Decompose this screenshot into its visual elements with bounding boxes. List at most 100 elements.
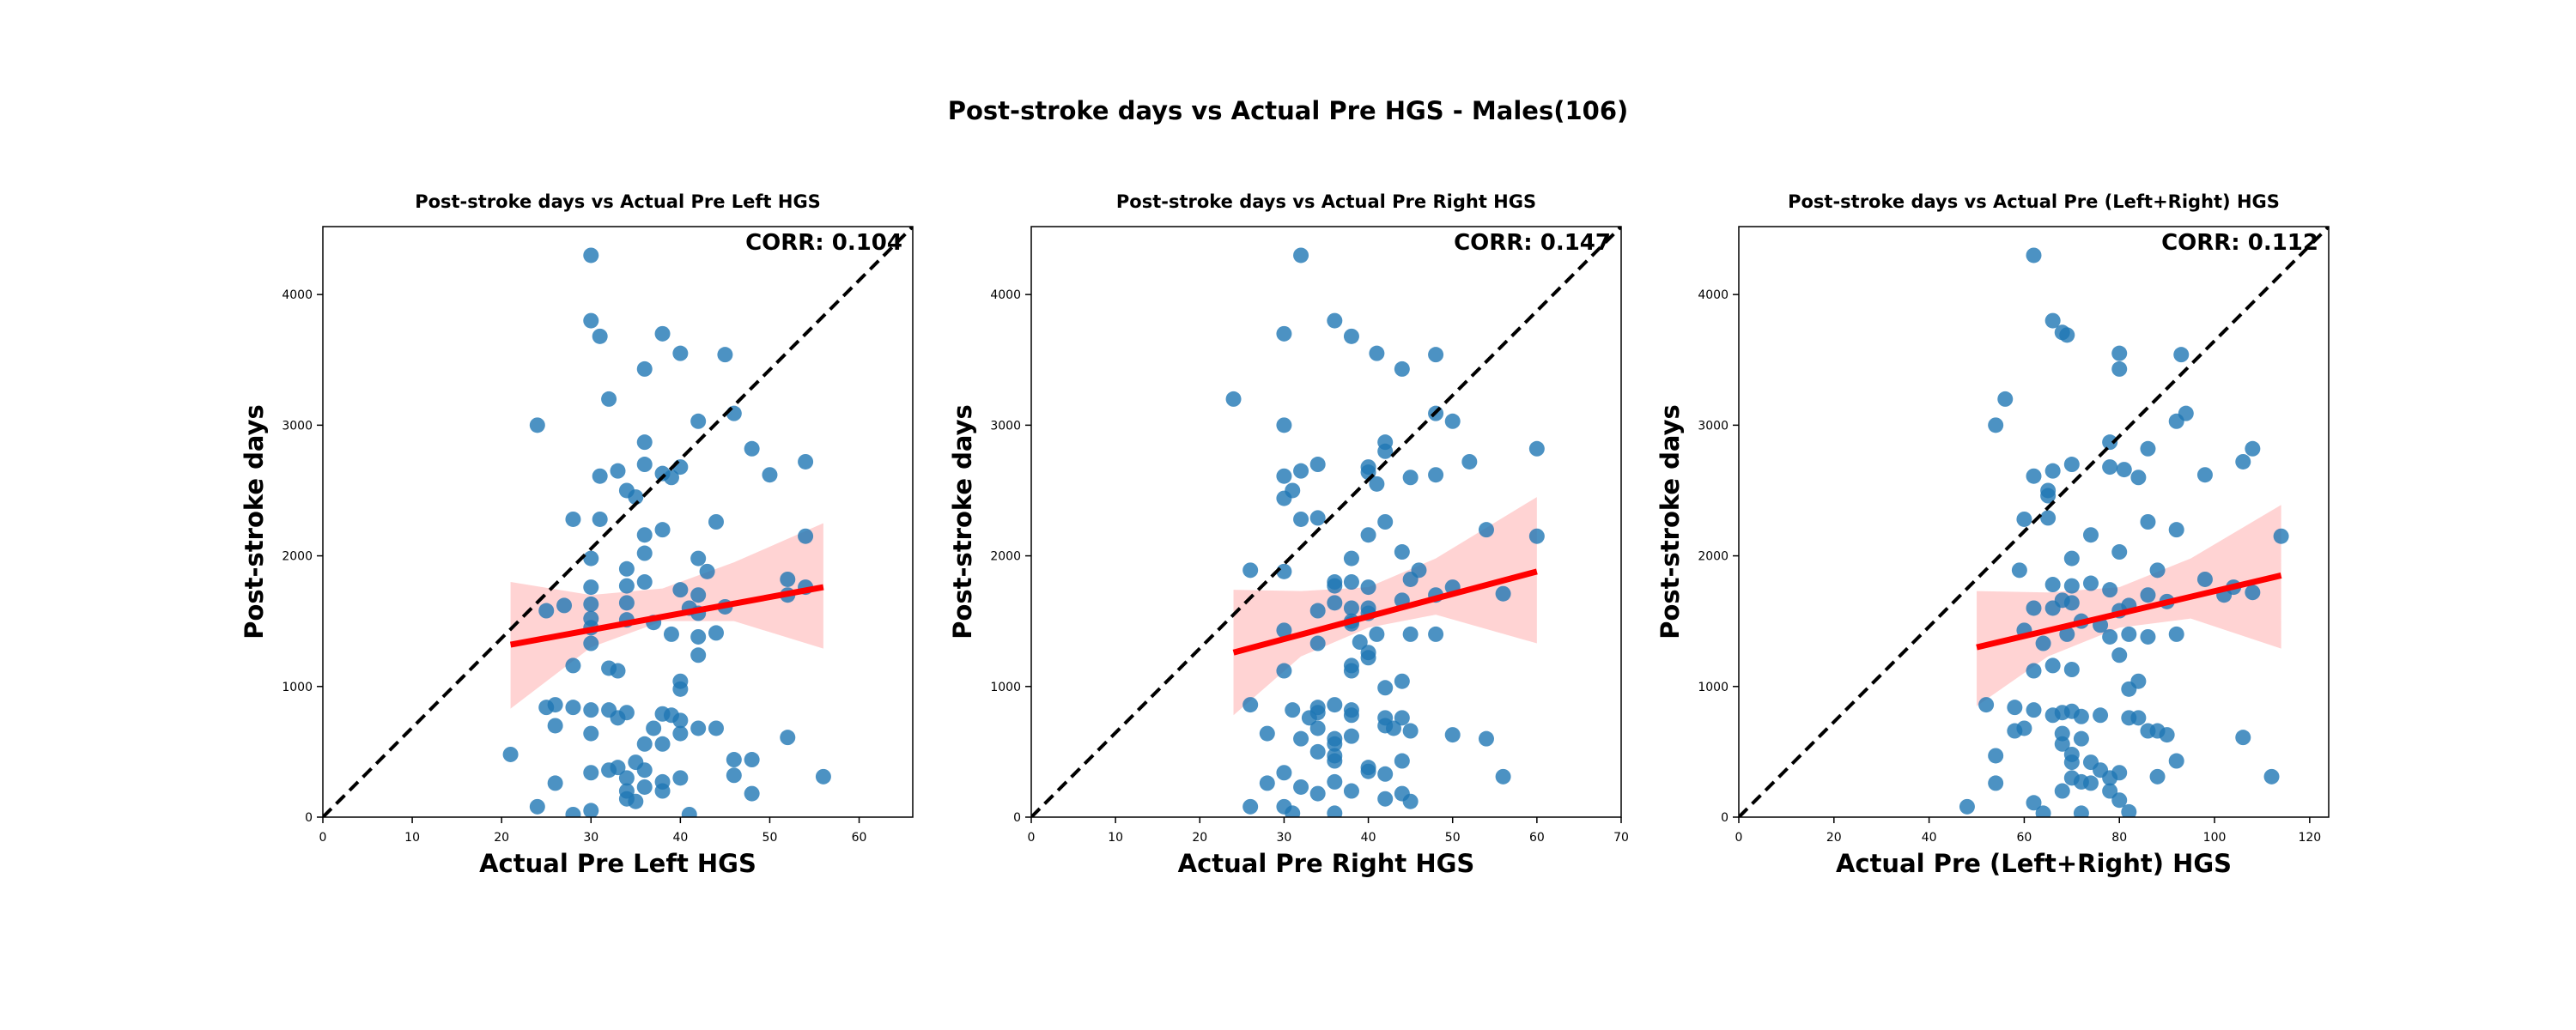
- data-point: [1997, 391, 2014, 407]
- x-tick-label: 0: [319, 831, 327, 845]
- y-tick-label: 0: [1013, 811, 1021, 825]
- data-point: [1276, 663, 1292, 679]
- data-point: [2054, 736, 2070, 752]
- data-point: [583, 702, 599, 718]
- data-point: [547, 697, 563, 713]
- data-point: [636, 762, 653, 779]
- data-point: [1360, 527, 1376, 543]
- data-point: [1343, 550, 1359, 566]
- data-point: [636, 736, 653, 752]
- data-point: [1343, 728, 1359, 744]
- x-tick-label: 60: [2017, 831, 2032, 845]
- data-point: [1402, 571, 1419, 587]
- data-point: [708, 720, 724, 736]
- data-point: [2044, 657, 2061, 674]
- data-point: [547, 775, 563, 791]
- data-point: [1988, 775, 2004, 791]
- confidence-band: [1233, 497, 1537, 716]
- data-point: [654, 325, 671, 342]
- data-point: [2026, 600, 2042, 616]
- data-point: [1528, 528, 1545, 544]
- data-point: [2102, 628, 2118, 645]
- data-point: [1495, 768, 1511, 785]
- identity-line: [323, 227, 913, 817]
- data-point: [2196, 467, 2213, 483]
- identity-line: [1739, 227, 2329, 817]
- data-point: [1276, 417, 1292, 433]
- subplot-title: Post-stroke days vs Actual Pre (Left+Rig…: [1788, 191, 2280, 212]
- data-point: [2059, 327, 2075, 343]
- data-point: [1369, 476, 1385, 492]
- data-point: [583, 635, 599, 651]
- data-point: [672, 345, 689, 361]
- data-point: [708, 625, 724, 641]
- data-point: [708, 514, 724, 530]
- data-point: [744, 440, 760, 457]
- data-point: [592, 511, 608, 527]
- data-point: [1428, 467, 1444, 483]
- data-point: [2063, 578, 2080, 594]
- data-point: [1327, 578, 1343, 594]
- data-point: [1978, 697, 1995, 713]
- data-point: [2044, 463, 2061, 479]
- data-point: [1309, 785, 1326, 802]
- data-point: [2016, 511, 2032, 527]
- data-point: [547, 718, 563, 734]
- data-point: [1428, 347, 1444, 363]
- data-point: [654, 736, 671, 752]
- data-point: [2102, 770, 2118, 786]
- data-point: [2140, 587, 2156, 603]
- data-point: [2063, 754, 2080, 771]
- data-point: [2168, 522, 2184, 538]
- data-point: [1377, 514, 1394, 530]
- data-point: [717, 347, 733, 363]
- data-point: [1988, 417, 2004, 433]
- data-point: [2111, 792, 2128, 809]
- y-tick-label: 3000: [990, 419, 1021, 433]
- data-point: [1309, 510, 1326, 526]
- data-point: [726, 405, 742, 421]
- data-point: [1352, 634, 1368, 651]
- x-tick-label: 20: [1192, 831, 1207, 845]
- data-point: [1327, 753, 1343, 769]
- data-point: [2173, 347, 2190, 363]
- data-point: [636, 434, 653, 451]
- data-point: [1402, 470, 1419, 486]
- data-point: [780, 730, 796, 746]
- data-point: [663, 626, 679, 642]
- data-point: [1386, 720, 1402, 736]
- correlation-annotation: CORR: 0.147: [1454, 230, 1611, 256]
- data-point: [1285, 702, 1301, 718]
- data-point: [618, 578, 635, 594]
- data-point: [2011, 562, 2027, 579]
- data-point: [2168, 626, 2184, 642]
- x-tick-label: 10: [1108, 831, 1123, 845]
- data-point: [2121, 626, 2137, 642]
- identity-line: [1031, 227, 1621, 817]
- data-point: [601, 391, 617, 407]
- data-point: [583, 579, 599, 596]
- data-point: [1394, 360, 1410, 377]
- y-tick-label: 1000: [990, 681, 1021, 694]
- data-point: [1242, 798, 1259, 815]
- x-tick-label: 40: [1361, 831, 1376, 845]
- data-point: [672, 712, 689, 729]
- data-point: [1285, 805, 1301, 817]
- data-point: [583, 765, 599, 781]
- data-point: [2035, 635, 2051, 651]
- data-point: [610, 463, 626, 479]
- y-tick-label: 2000: [282, 550, 313, 564]
- data-point: [798, 453, 814, 470]
- data-point: [1293, 730, 1309, 747]
- data-point: [815, 768, 831, 785]
- data-point: [798, 528, 814, 544]
- data-point: [2054, 783, 2070, 799]
- y-tick-label: 2000: [990, 550, 1021, 564]
- data-point: [2130, 673, 2147, 689]
- data-point: [690, 587, 707, 603]
- data-point: [628, 489, 644, 506]
- x-tick-label: 50: [1445, 831, 1461, 845]
- data-point: [2149, 768, 2166, 785]
- data-point: [2026, 702, 2042, 718]
